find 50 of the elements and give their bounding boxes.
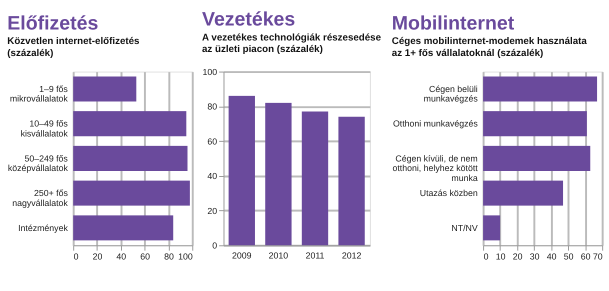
y-tick-label: Otthoni munkavégzés xyxy=(392,118,478,129)
chart-title: Mobilinternet xyxy=(392,12,515,35)
x-tick-label: 0 xyxy=(74,251,79,262)
y-tick-label: Utazás közben xyxy=(420,188,478,198)
y-tick-label: 0 xyxy=(212,240,218,251)
x-tick-label: 40 xyxy=(546,251,557,262)
x-tick-label: 40 xyxy=(116,251,126,262)
x-tick-label: 0 xyxy=(484,251,489,262)
bar xyxy=(73,76,136,102)
y-tick-label: 1–9 fős mikrovállalatok xyxy=(10,84,68,104)
x-tick-label: 30 xyxy=(530,251,540,262)
bar xyxy=(73,215,174,240)
chart-subtitle: A vezetékes technológiák részesedése az üzleti piacon (százalék) xyxy=(202,32,382,56)
bar xyxy=(483,180,564,206)
x-tick-label: 10 xyxy=(496,251,506,262)
chart-subtitle: Közvetlen internet-előfizetés (százalék) xyxy=(7,36,140,59)
x-tick-label: 20 xyxy=(512,251,523,262)
y-tick-label: 100 xyxy=(202,66,218,77)
chart-title: Vezetékes xyxy=(202,8,296,31)
x-tick-label: 100 xyxy=(178,251,193,262)
bar xyxy=(483,76,598,102)
x-tick-label: 2011 xyxy=(306,250,325,260)
x-tick-label: 50 xyxy=(564,251,574,262)
y-tick-label: 250+ fős nagyvállalatok xyxy=(12,188,68,208)
chart-subtitle: Céges mobilinternet-modemek használata az 1+ fős vállalatoknál (százalék) xyxy=(392,36,588,59)
y-tick-label: 50–249 fős középvállalatok xyxy=(8,153,68,174)
bar xyxy=(73,180,190,206)
y-tick-label: 40 xyxy=(207,171,218,182)
x-tick-label: 20 xyxy=(92,251,102,262)
y-tick-label: Intézmények xyxy=(18,222,68,233)
y-tick-label: 10–49 fős kisvállalatok xyxy=(20,118,68,138)
bar xyxy=(483,146,590,171)
x-tick-label: 2010 xyxy=(268,250,288,260)
y-tick-label: NT/NV xyxy=(451,222,478,233)
chart-title: Előfizetés xyxy=(7,12,98,35)
y-tick-label: Cégen belüli munkavégzés xyxy=(424,84,478,104)
bar xyxy=(73,111,186,136)
y-tick-label: Cégen kívüli, de nem otthoni, helyhez kötött munka xyxy=(392,153,478,183)
y-tick-label: 60 xyxy=(207,136,218,146)
x-tick-label: 60 xyxy=(140,251,150,262)
x-tick-label: 80 xyxy=(164,251,174,262)
bar xyxy=(483,111,587,136)
x-tick-label: 2012 xyxy=(342,250,362,260)
y-tick-label: 80 xyxy=(207,102,218,112)
x-tick-label: 70 xyxy=(592,251,603,262)
bar xyxy=(483,215,500,240)
x-tick-label: 60 xyxy=(580,251,591,262)
bar xyxy=(73,146,188,171)
y-tick-label: 20 xyxy=(207,206,218,216)
x-tick-label: 2009 xyxy=(232,250,252,260)
